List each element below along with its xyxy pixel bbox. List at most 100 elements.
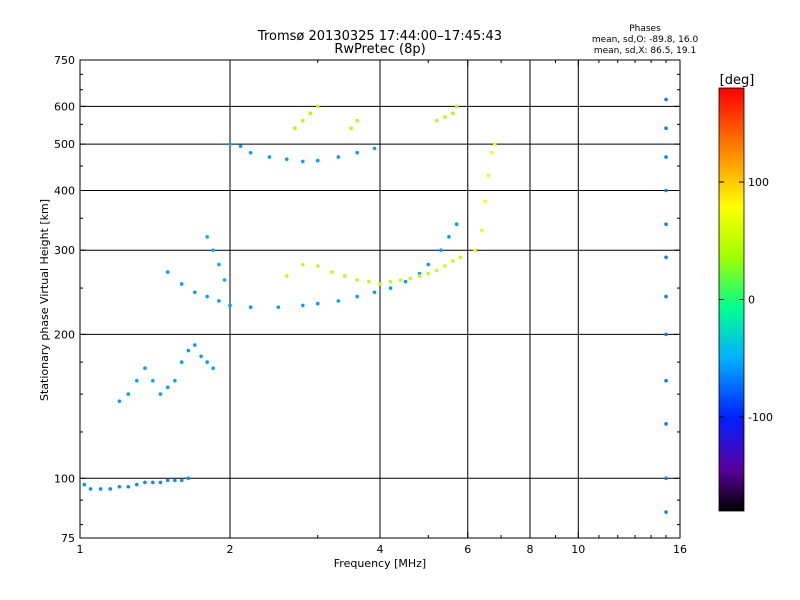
data-point [473,248,477,253]
data-point [211,366,215,370]
data-point [664,222,668,227]
data-point [117,484,122,489]
data-point [426,271,431,276]
data-point [329,270,334,274]
data-point [186,476,191,481]
data-point [173,378,177,383]
data-point [301,303,305,308]
data-point [664,97,668,102]
data-point [664,126,668,130]
data-point [88,487,93,491]
x-tick-label: 16 [673,543,687,556]
data-point [284,157,289,162]
data-point [372,146,377,151]
data-point [349,126,353,130]
data-point [117,399,122,403]
data-point [355,150,359,155]
stats-o-line: mean, sd,O: -89.8, 16.0 [592,35,699,45]
data-point [126,392,131,396]
data-point [315,104,320,109]
x-tick-label: 10 [571,543,585,556]
y-tick-label: 600 [54,100,75,113]
data-point [343,274,347,278]
data-point [434,268,439,273]
stats-x-line: mean, sd,X: 86.5, 19.1 [594,46,696,56]
grid-lines [80,60,680,538]
data-point [489,150,494,155]
data-point [238,144,243,149]
data-point [98,487,103,491]
x-tick-label: 4 [377,543,384,556]
stats-heading: Phases [629,24,661,34]
data-point [398,278,403,282]
x-tick-label: 6 [464,543,471,556]
colorbar-tick-label: -100 [748,411,773,424]
data-point [388,286,393,290]
data-point [372,290,377,295]
data-point [143,366,147,370]
data-point [479,228,484,233]
data-point [284,274,289,278]
data-point [486,173,491,178]
data-point [664,378,668,383]
data-point [193,343,197,347]
data-point [267,155,272,159]
data-point [664,294,668,299]
y-tick-label: 75 [61,532,75,545]
colorbar-tick-label: 0 [748,294,755,307]
colorbar-label: [deg] [720,73,755,88]
data-point [301,118,305,123]
data-point [315,158,320,163]
data-point [248,305,253,309]
data-point [458,255,463,260]
data-point [378,282,382,286]
data-point [443,115,447,119]
data-point [454,222,459,227]
data-point [451,111,455,116]
data-point [454,104,459,109]
data-point [211,248,215,253]
data-point [308,111,313,116]
y-tick-label: 500 [54,138,75,151]
chart-subtitle: RwPretec (8p) [334,42,425,57]
data-point [664,188,668,193]
data-point [205,294,209,299]
colorbar-tick-label: 100 [748,176,769,189]
y-axis-label: Stationary phase Virtual Height [km] [38,199,51,401]
data-point [158,480,163,485]
data-point [336,155,341,159]
data-point [439,248,443,253]
data-point [367,279,371,284]
chart-title: Tromsø 20130325 17:44:00–17:45:43 [257,29,502,44]
data-point [199,354,203,359]
data-point [315,264,320,268]
data-point [151,378,155,383]
data-point [355,118,359,123]
data-point [222,278,227,282]
data-point [293,126,297,130]
data-point [165,478,170,483]
data-point [228,303,232,308]
y-tick-label: 100 [54,472,75,485]
data-point [217,299,221,303]
data-point [179,478,184,483]
data-point [664,255,668,260]
data-point [355,294,359,299]
data-point [179,360,184,364]
x-axis-label: Frequency [MHz] [334,557,426,570]
data-point [388,279,393,284]
x-tick-label: 2 [227,543,234,556]
data-point [248,150,253,155]
x-tick-label: 8 [527,543,534,556]
data-point [664,422,668,426]
data-point [417,274,422,278]
data-point [217,262,221,267]
data-point [664,510,668,514]
data-point [315,301,320,306]
data-point [355,278,359,282]
data-point [165,385,170,390]
data-point [493,142,497,146]
data-point [134,482,139,487]
data-point [276,305,281,309]
